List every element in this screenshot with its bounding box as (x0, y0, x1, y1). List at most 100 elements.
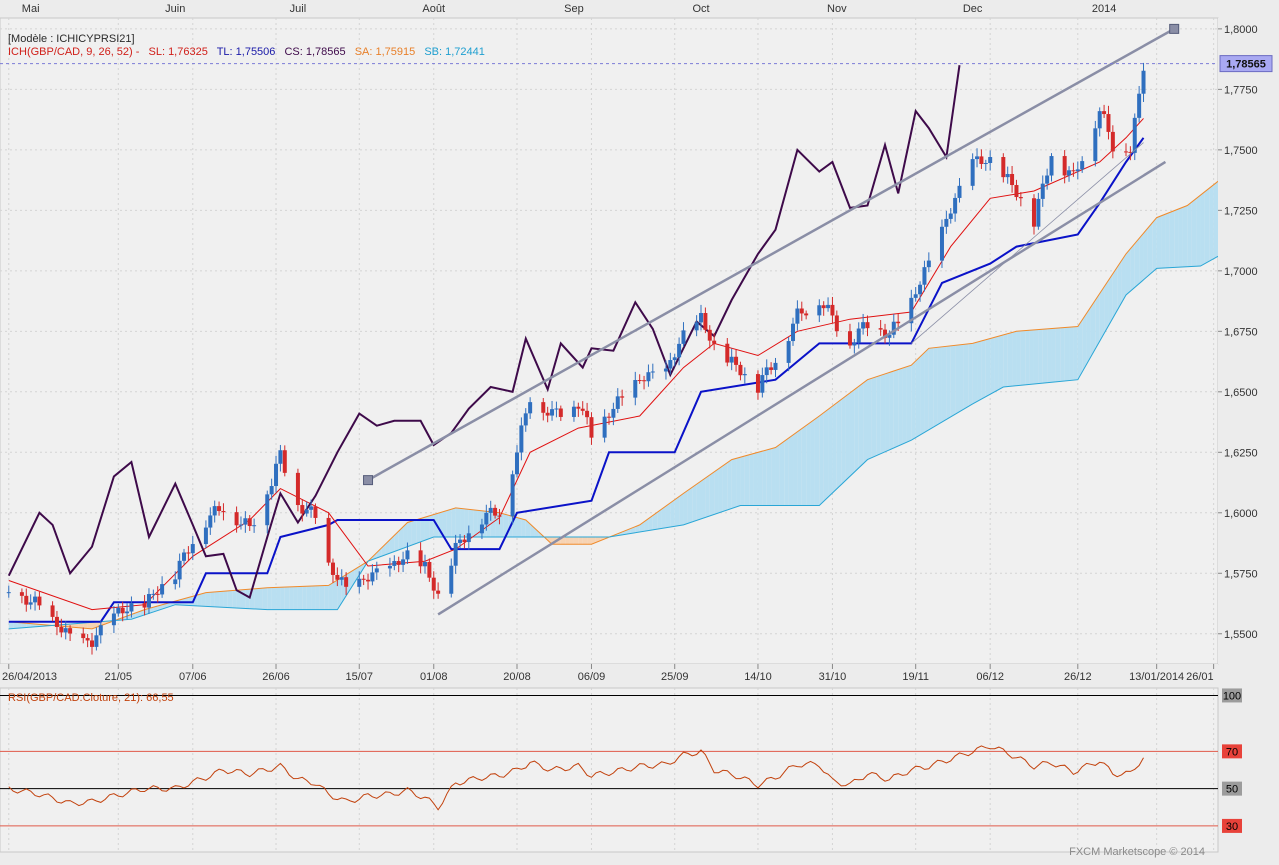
candle-bearish[interactable] (979, 156, 984, 164)
candle-bearish[interactable] (37, 596, 42, 606)
candle-bearish[interactable] (300, 505, 305, 514)
candle-bullish[interactable] (742, 374, 747, 376)
candle-bullish[interactable] (401, 559, 406, 565)
price-axis[interactable] (1218, 18, 1279, 664)
rsi-plot-area[interactable] (0, 687, 1219, 853)
candle-bullish[interactable] (111, 613, 116, 626)
candle-bullish[interactable] (405, 550, 410, 560)
candle-bearish[interactable] (330, 562, 335, 575)
candle-bullish[interactable] (203, 527, 208, 545)
candle-bearish[interactable] (361, 578, 366, 580)
candle-bearish[interactable] (576, 406, 581, 409)
candle-bullish[interactable] (173, 579, 178, 585)
candle-bullish[interactable] (339, 577, 344, 580)
candle-bullish[interactable] (554, 408, 559, 410)
candle-bullish[interactable] (488, 507, 493, 513)
candle-bearish[interactable] (50, 605, 55, 617)
candle-bullish[interactable] (528, 402, 533, 414)
trend-line[interactable] (911, 142, 1144, 344)
candle-bullish[interactable] (699, 313, 704, 323)
candle-bullish[interactable] (98, 625, 103, 636)
candle-bullish[interactable] (309, 506, 314, 510)
candle-bearish[interactable] (1062, 156, 1067, 176)
candle-bullish[interactable] (988, 157, 993, 164)
candle-bullish[interactable] (926, 260, 931, 268)
candle-bullish[interactable] (387, 565, 392, 569)
candle-bullish[interactable] (795, 308, 800, 324)
candle-bearish[interactable] (589, 417, 594, 438)
candle-bearish[interactable] (497, 515, 502, 517)
candle-bullish[interactable] (856, 328, 861, 343)
candle-bullish[interactable] (817, 305, 822, 316)
candle-bullish[interactable] (6, 592, 11, 594)
candle-bullish[interactable] (151, 593, 156, 595)
candle-bullish[interactable] (1040, 183, 1045, 199)
candle-bearish[interactable] (326, 517, 331, 563)
candle-bearish[interactable] (637, 380, 642, 382)
candle-bullish[interactable] (668, 360, 673, 369)
candle-bullish[interactable] (677, 343, 682, 358)
candle-bearish[interactable] (431, 577, 436, 591)
candle-bullish[interactable] (453, 542, 458, 566)
candle-bullish[interactable] (94, 635, 99, 647)
candle-bullish[interactable] (633, 380, 638, 398)
candle-bullish[interactable] (466, 533, 471, 543)
candle-bullish[interactable] (852, 342, 857, 346)
candle-bullish[interactable] (269, 486, 274, 495)
candle-bearish[interactable] (344, 577, 349, 587)
candle-bullish[interactable] (1080, 161, 1085, 170)
candle-bullish[interactable] (975, 156, 980, 160)
candle-bearish[interactable] (1106, 114, 1111, 132)
candle-bullish[interactable] (357, 578, 362, 587)
candle-bearish[interactable] (493, 507, 498, 516)
candle-bearish[interactable] (707, 329, 712, 341)
candle-bearish[interactable] (85, 638, 90, 641)
candle-bearish[interactable] (282, 450, 287, 473)
candle-bearish[interactable] (59, 626, 64, 633)
candle-bullish[interactable] (449, 565, 454, 594)
trend-line-handle[interactable] (1169, 23, 1180, 34)
candle-bullish[interactable] (116, 607, 121, 614)
candle-bullish[interactable] (939, 226, 944, 261)
candle-bullish[interactable] (615, 396, 620, 409)
trend-line-handle[interactable] (363, 475, 374, 486)
candle-bullish[interactable] (243, 518, 248, 525)
candle-bullish[interactable] (1097, 111, 1102, 129)
candle-bullish[interactable] (458, 539, 463, 543)
candle-bullish[interactable] (983, 163, 988, 165)
candle-bearish[interactable] (462, 539, 467, 543)
candle-bearish[interactable] (607, 416, 611, 418)
candle-bullish[interactable] (681, 330, 686, 344)
candle-bullish[interactable] (602, 416, 607, 438)
candle-bullish[interactable] (484, 512, 489, 525)
candle-bullish[interactable] (510, 474, 515, 517)
candle-bearish[interactable] (804, 313, 809, 316)
candle-bearish[interactable] (1071, 170, 1076, 172)
candle-bearish[interactable] (799, 308, 804, 314)
candle-bullish[interactable] (1036, 198, 1041, 227)
candle-bullish[interactable] (791, 323, 796, 342)
candle-bullish[interactable] (970, 159, 975, 186)
candle-bullish[interactable] (909, 297, 914, 324)
candle-bullish[interactable] (190, 544, 195, 554)
candle-bullish[interactable] (208, 515, 213, 528)
candle-bullish[interactable] (953, 197, 958, 214)
candle-bearish[interactable] (738, 364, 743, 376)
candle-bearish[interactable] (1031, 198, 1036, 227)
candle-bullish[interactable] (304, 509, 309, 514)
candle-bullish[interactable] (160, 584, 165, 595)
candle-bullish[interactable] (1067, 170, 1072, 176)
candle-bearish[interactable] (1123, 151, 1128, 153)
candle-bullish[interactable] (514, 452, 519, 475)
candle-bullish[interactable] (182, 552, 187, 561)
candle-bearish[interactable] (755, 374, 760, 393)
candle-bearish[interactable] (142, 603, 147, 608)
candle-bearish[interactable] (585, 410, 590, 418)
candle-bearish[interactable] (19, 592, 24, 596)
candle-bearish[interactable] (24, 595, 29, 605)
candle-bullish[interactable] (1005, 174, 1010, 178)
candle-bearish[interactable] (436, 590, 441, 594)
candle-bearish[interactable] (830, 304, 835, 316)
trend-channel[interactable] (363, 23, 1180, 616)
candle-bearish[interactable] (186, 552, 191, 554)
